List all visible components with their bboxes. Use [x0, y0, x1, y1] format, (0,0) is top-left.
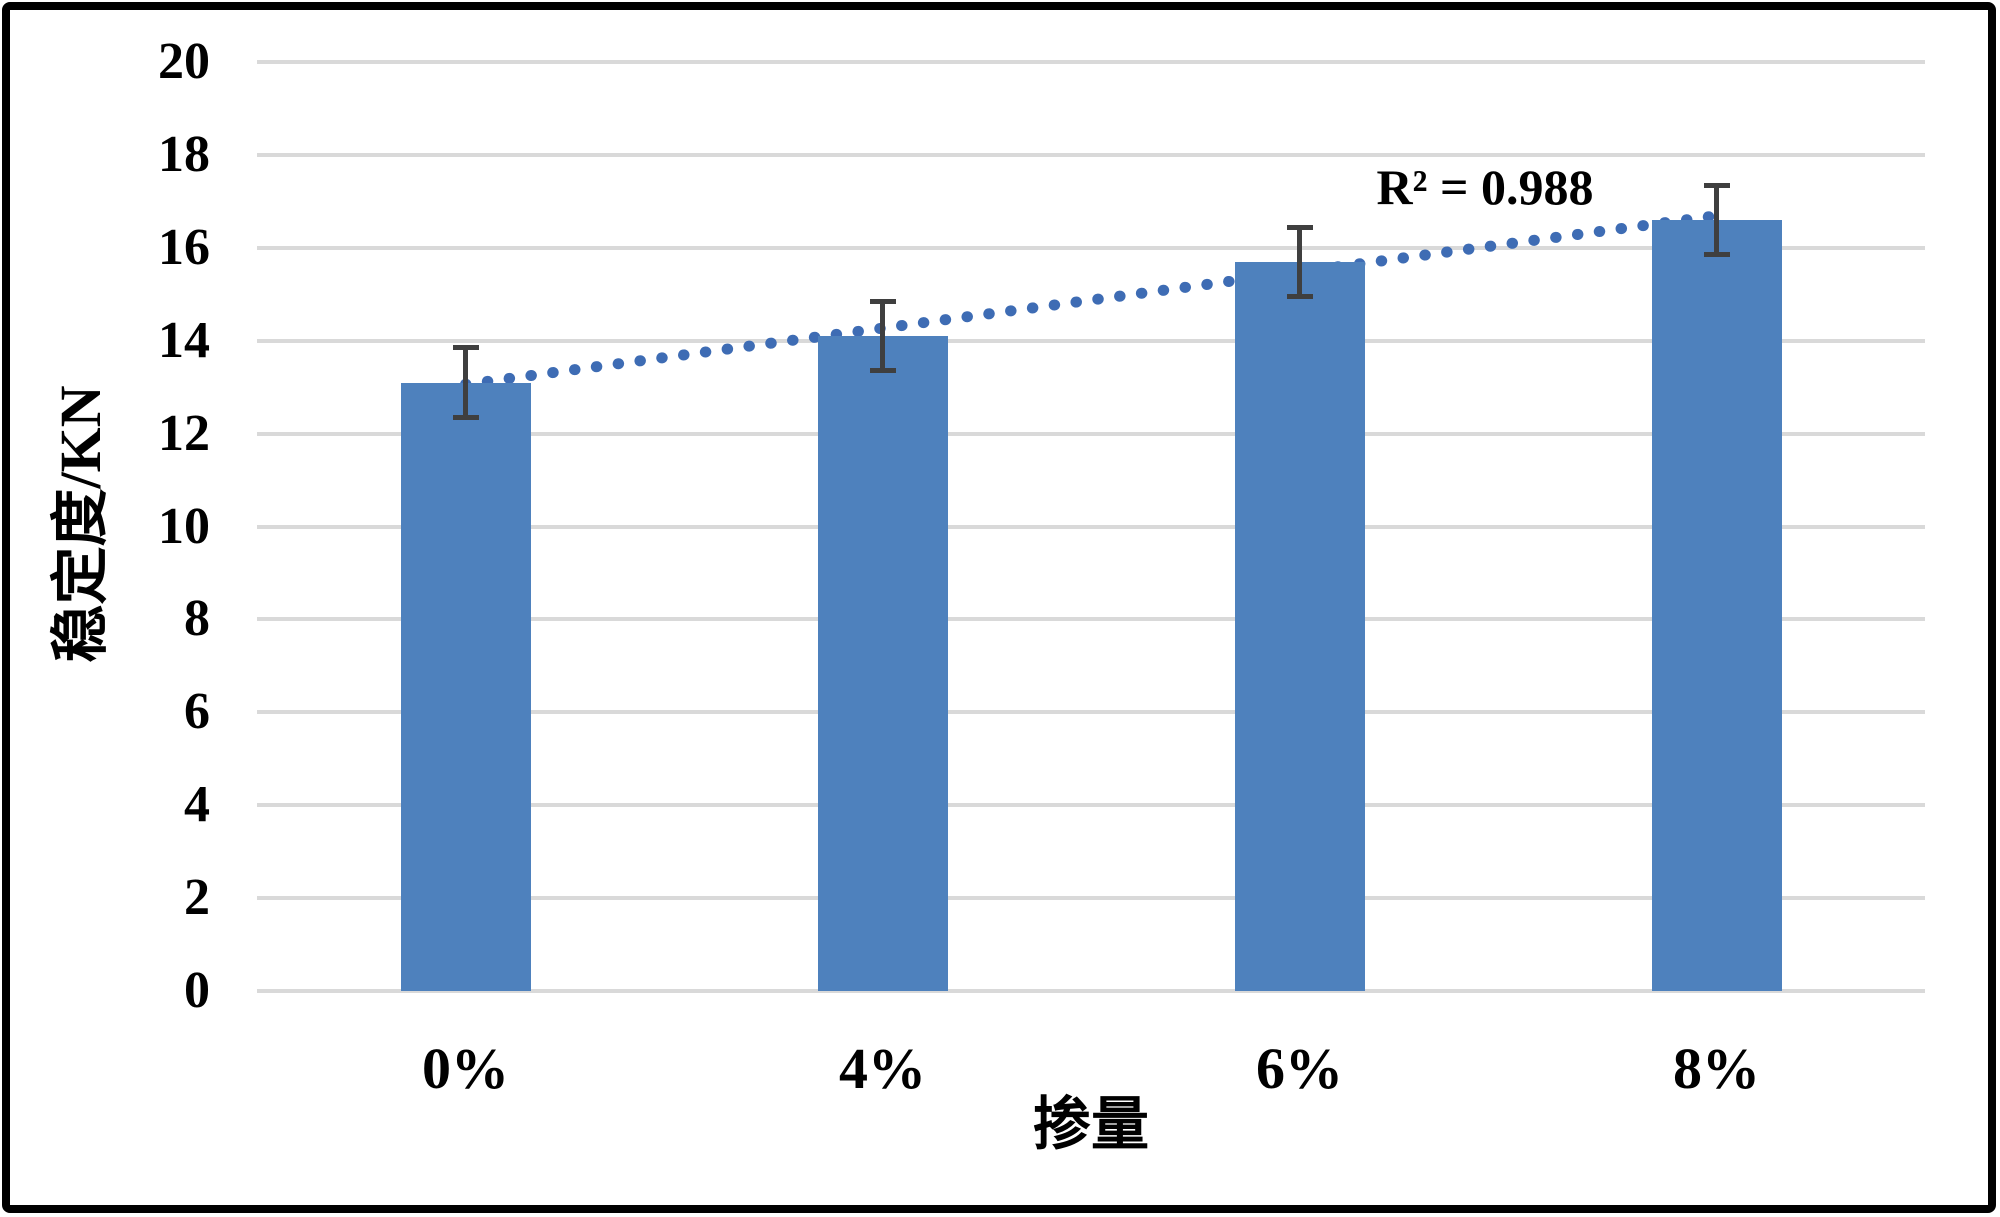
error-bar-cap-top	[869, 298, 896, 304]
error-bar-0%	[452, 345, 479, 420]
error-bar-cap-bottom	[1286, 293, 1313, 299]
x-tick-label-4%: 4%	[839, 1036, 926, 1101]
trendline-r-squared-label: R² = 0.988	[1376, 159, 1594, 215]
error-bar-cap-bottom	[869, 368, 896, 374]
y-tick-label-16: 16	[158, 218, 210, 276]
error-bar-6%	[1286, 224, 1313, 299]
bar-6%	[1234, 261, 1365, 991]
y-tick-label-8: 8	[184, 590, 210, 648]
bar-8%	[1651, 219, 1782, 991]
trendline-dotted	[460, 210, 1722, 390]
y-tick-label-2: 2	[184, 869, 210, 927]
x-tick-label-0%: 0%	[422, 1036, 509, 1101]
error-bar-cap-bottom	[452, 414, 479, 420]
gridline-6	[257, 710, 1925, 715]
y-tick-label-14: 14	[158, 311, 210, 369]
error-bar-stem	[1714, 182, 1719, 258]
x-axis-title: 掺量	[1032, 1092, 1149, 1157]
error-bar-4%	[869, 298, 896, 374]
y-tick-label-12: 12	[158, 404, 210, 462]
y-tick-label-10: 10	[158, 497, 210, 555]
error-bar-stem	[463, 345, 468, 420]
error-bar-cap-top	[1286, 224, 1313, 230]
gridline-2	[257, 896, 1925, 901]
y-tick-label-6: 6	[184, 683, 210, 741]
y-tick-label-20: 20	[158, 33, 210, 90]
error-bar-cap-bottom	[1703, 252, 1730, 258]
y-tick-label-4: 4	[184, 776, 210, 834]
gridline-10	[257, 524, 1925, 529]
error-bar-8%	[1703, 182, 1730, 258]
x-tick-label-6%: 6%	[1256, 1036, 1343, 1101]
error-bar-stem	[1297, 224, 1302, 299]
y-tick-label-18: 18	[158, 125, 210, 183]
error-bar-cap-top	[452, 345, 479, 351]
x-tick-label-8%: 8%	[1673, 1036, 1760, 1101]
gridline-20	[257, 60, 1925, 64]
gridline-4	[257, 803, 1925, 808]
error-bar-stem	[880, 298, 885, 374]
gridline-12	[257, 431, 1925, 436]
gridline-14	[257, 338, 1925, 343]
gridline-0	[257, 989, 1925, 993]
error-bar-cap-top	[1703, 182, 1730, 188]
bar-4%	[817, 336, 948, 991]
gridline-18	[257, 152, 1925, 157]
bar-0%	[400, 382, 531, 991]
gridline-16	[257, 245, 1925, 250]
y-tick-label-0: 0	[184, 962, 210, 1019]
gridline-8	[257, 617, 1925, 622]
plot-area	[257, 60, 1925, 993]
